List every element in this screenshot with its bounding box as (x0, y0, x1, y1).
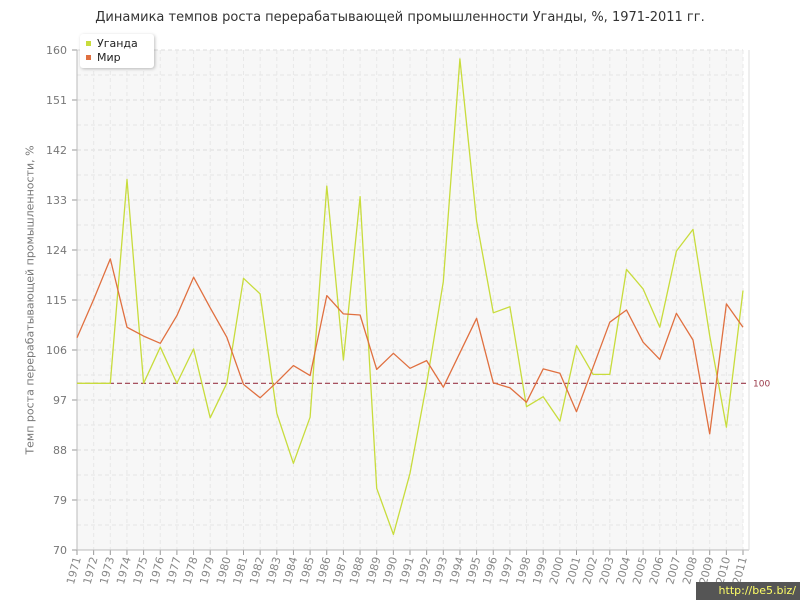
legend-label-world: Мир (97, 51, 121, 64)
chart-title: Динамика темпов роста перерабатывающей п… (95, 10, 705, 25)
series-line-uganda (77, 58, 744, 536)
y-tick-label: 160 (46, 44, 67, 57)
y-tick-label: 115 (46, 294, 67, 307)
legend-swatch-world (86, 54, 91, 60)
y-tick-label: 79 (53, 494, 67, 507)
y-tick-label: 88 (53, 444, 67, 457)
legend-item-world[interactable]: Мир (86, 51, 121, 65)
watermark[interactable]: http://be5.biz/ (696, 582, 800, 600)
y-tick-label: 142 (46, 144, 67, 157)
legend-item-uganda[interactable]: Уганда (86, 37, 138, 51)
y-tick-label: 97 (53, 394, 67, 407)
reference-line-label: 100 (753, 379, 770, 389)
y-tick-label: 151 (46, 94, 67, 107)
y-tick-label: 133 (46, 194, 67, 207)
y-tick-label: 124 (46, 244, 67, 257)
legend[interactable]: Уганда Мир (80, 34, 154, 68)
y-tick-label: 106 (46, 344, 67, 357)
legend-swatch-uganda (86, 40, 91, 46)
y-tick-label: 70 (53, 544, 67, 557)
series-line-world (76, 258, 744, 435)
legend-label-uganda: Уганда (97, 37, 138, 50)
